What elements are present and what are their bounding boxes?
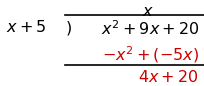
Text: $-x^2 + (-5x)$: $-x^2 + (-5x)$ [101,45,198,65]
Text: $x^2 + 9x + 20$: $x^2 + 9x + 20$ [100,19,198,38]
Text: $)$: $)$ [64,19,71,37]
Text: $x + 5$: $x + 5$ [6,19,46,35]
Text: $4x + 20$: $4x + 20$ [138,69,198,85]
Text: $x$: $x$ [141,4,153,19]
